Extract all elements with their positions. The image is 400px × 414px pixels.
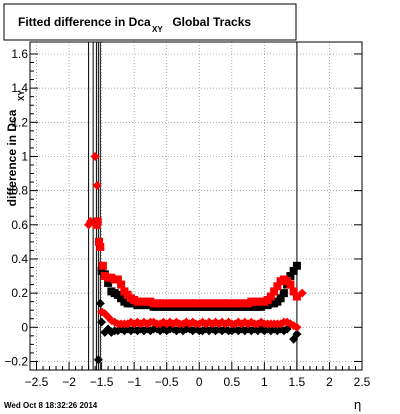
x-tick-label: −0.5	[155, 375, 179, 389]
x-tick-label: 1	[261, 375, 268, 389]
data-point-s0	[279, 289, 288, 298]
x-tick-label: 0	[196, 375, 203, 389]
data-point-s3	[92, 181, 102, 190]
y-tick-label: 0.6	[11, 218, 28, 232]
data-point-s1	[286, 280, 295, 289]
plot-frame	[29, 41, 363, 371]
x-tick-label: −2.5	[25, 375, 49, 389]
y-tick-label: 0.8	[11, 184, 28, 198]
y-tick-label: 1.2	[11, 115, 28, 129]
data-point-s2	[95, 298, 105, 308]
y-tick-label: 0.2	[11, 286, 28, 300]
data-point-s0	[289, 266, 298, 275]
footer-timestamp: Wed Oct 8 18:32:26 2014	[4, 401, 98, 410]
data-point-s1	[117, 280, 126, 289]
title-box	[3, 3, 297, 41]
vertical-lines	[88, 42, 298, 370]
data-point-s0	[104, 278, 113, 287]
y-axis-label-subscript: XY	[17, 90, 26, 101]
data-point-s1	[93, 217, 102, 226]
x-tick-label: 1.5	[289, 375, 306, 389]
data-point-s1	[289, 287, 298, 296]
data-point-s0	[292, 261, 301, 270]
x-tick-label: −2	[62, 375, 76, 389]
chart-title: Fitted difference in Dca	[18, 15, 151, 29]
y-tick-label: 0.4	[11, 252, 28, 266]
x-tick-label: 2	[326, 375, 333, 389]
chart-title-suffix: Global Tracks	[172, 15, 251, 29]
data-point-s3	[123, 319, 133, 329]
y-tick-label: 1.6	[11, 47, 28, 61]
data-point-s2	[93, 355, 103, 365]
data-point-s2	[292, 329, 302, 339]
data-point-s1	[113, 275, 122, 284]
data-point-s3	[86, 216, 96, 226]
x-tick-label: −1.5	[90, 375, 114, 389]
y-axis-label-sub-group: XY	[17, 90, 26, 101]
y-tick-label: 0	[21, 320, 28, 334]
y-tick-label: 1.4	[11, 81, 28, 95]
data-point-s1	[98, 261, 107, 270]
y-tick-label: −0.2	[4, 354, 28, 368]
data-point-s1	[95, 237, 104, 246]
data-point-s1	[273, 282, 282, 291]
data-point-s3	[297, 288, 307, 298]
x-axis-label: η	[354, 397, 361, 412]
chart-title-subscript: XY	[152, 25, 163, 34]
y-tick-label: 1	[21, 149, 28, 163]
data-point-s3	[90, 151, 100, 161]
y-axis-label-group: difference in Dca	[5, 109, 19, 206]
data-points	[84, 151, 307, 365]
data-point-s0	[286, 272, 295, 281]
data-point-s1	[292, 292, 301, 301]
axis-ticks	[30, 53, 363, 370]
x-tick-label: 2.5	[354, 375, 371, 389]
data-point-s1	[266, 292, 275, 301]
data-point-s1	[270, 287, 279, 296]
data-point-s0	[276, 294, 285, 303]
x-tick-label: 0.5	[223, 375, 240, 389]
data-point-s2	[97, 317, 107, 327]
y-axis-label: difference in Dca	[5, 109, 19, 206]
axis-tick-labels: −2.5 −2 −1.5 −1 −0.5 0 0.5 1 1.5 2 2.5 −0.2 0 0.2 0.4 0…	[4, 47, 370, 389]
data-point-s1	[96, 243, 105, 251]
x-tick-label: −1	[127, 375, 141, 389]
data-point-s3	[292, 322, 302, 332]
